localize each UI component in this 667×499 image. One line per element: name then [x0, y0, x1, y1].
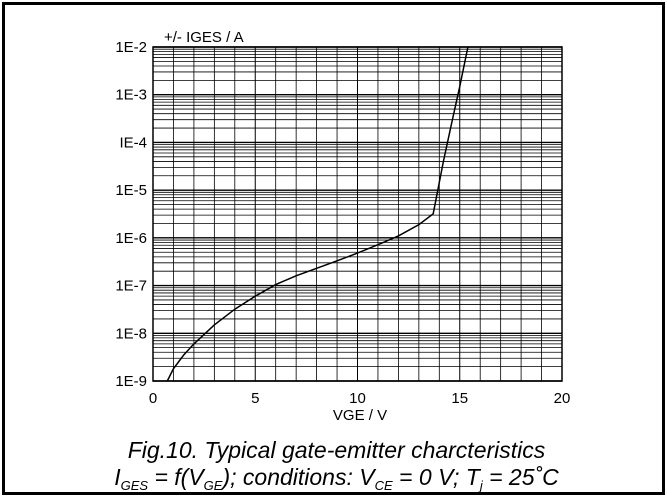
- axes: [152, 46, 563, 382]
- x-tick-label: 5: [251, 390, 259, 407]
- tick-labels: 0 5 10 15 20 1E-9 1E-8 1E-7 1E-6 1E-5 IE-4 1E-3 1E-2: [115, 39, 570, 407]
- caption-title: Fig.10. Typical gate-emitter charcterist…: [127, 437, 546, 463]
- y-tick-label: 1E-6: [115, 230, 147, 247]
- y-tick-label: 1E-5: [115, 182, 147, 199]
- caption-i: I: [114, 464, 121, 490]
- plot-border: [152, 46, 563, 382]
- chart: 0 5 10 15 20 1E-9 1E-8 1E-7 1E-6 1E-5 IE-4 1E-3 1E-2…: [115, 29, 570, 424]
- series-line: [166, 46, 469, 382]
- series: [166, 46, 469, 382]
- caption-sub-ce: CE: [374, 478, 393, 493]
- caption-sub-j: j: [479, 478, 483, 493]
- y-tick-label: 1E-3: [115, 87, 147, 104]
- y-tick-label: 1E-8: [115, 325, 147, 342]
- x-tick-label: 0: [149, 390, 157, 407]
- y-tick-label: 1E-2: [115, 39, 147, 56]
- caption-sub-ges: GES: [120, 478, 149, 493]
- caption-sub-ge: GE: [203, 478, 223, 493]
- y-axis-label: +/- IGES / A: [164, 29, 244, 46]
- x-tick-label: 20: [554, 390, 571, 407]
- y-tick-label: 1E-9: [115, 373, 147, 390]
- caption-f: = f(V: [148, 464, 204, 490]
- caption-vce: = 0 V; T: [392, 464, 480, 490]
- caption-tj: = 25˚C: [482, 464, 559, 490]
- caption-conditions: ); conditions: V: [222, 464, 375, 490]
- figure-caption-line1: Fig.10. Typical gate-emitter charcterist…: [5, 437, 667, 463]
- y-tick-label: 1E-7: [115, 278, 147, 295]
- y-tick-label: IE-4: [119, 134, 147, 151]
- grid: [152, 46, 563, 382]
- x-axis-label: VGE / V: [333, 407, 387, 424]
- x-tick-label: 10: [349, 390, 366, 407]
- figure-caption-line2: IGES = f(VGE); conditions: VCE = 0 V; Tj…: [5, 464, 667, 499]
- x-tick-label: 15: [451, 390, 468, 407]
